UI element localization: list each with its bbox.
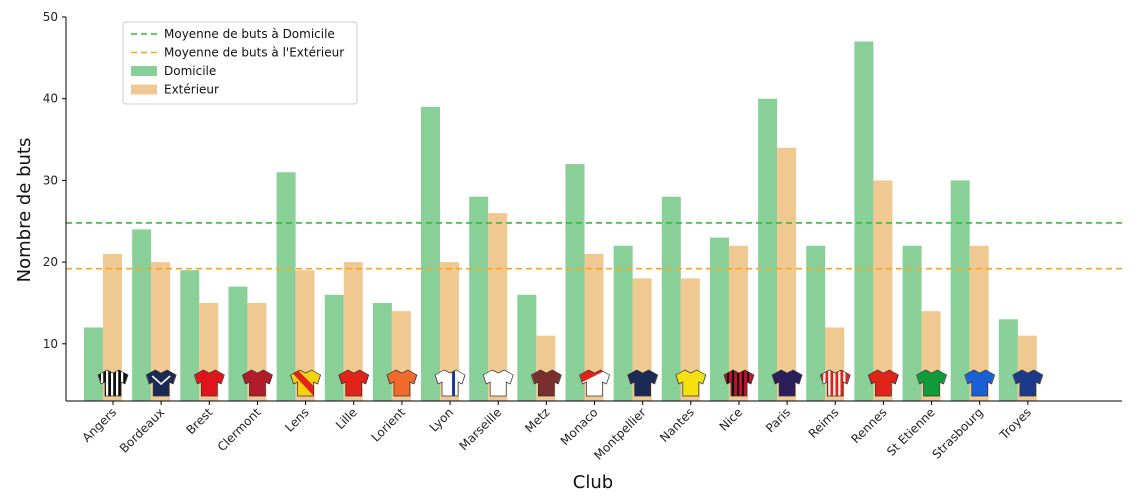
bar-domicile-nantes [661, 196, 681, 401]
x-tick-label: Reims [806, 405, 842, 441]
x-tick-label: Montpellier [591, 405, 649, 463]
legend-entry-label: Moyenne de buts à l'Extérieur [164, 46, 344, 60]
jersey-icon-troyes [1012, 369, 1044, 397]
x-tick-label: Metz [522, 405, 552, 435]
x-tick-label: Lyon [427, 405, 456, 434]
x-tick-label: Nantes [657, 405, 697, 445]
x-tick-label: Brest [183, 405, 215, 437]
jersey-icon-strasbourg [964, 369, 996, 397]
legend-box [122, 21, 358, 105]
y-tick-label: 10 [43, 337, 58, 351]
x-axis-title: Club [573, 472, 613, 493]
x-tick-label: Nice [717, 405, 745, 433]
bar-domicile-troyes [998, 319, 1018, 401]
x-tick-label: Monaco [558, 405, 601, 448]
bar-exterieur-nice [728, 245, 748, 401]
bar-domicile-lille [324, 294, 344, 401]
bar-domicile-lens [276, 172, 296, 401]
jersey-icon-lille [338, 369, 370, 397]
jersey-icon-rennes [867, 369, 899, 397]
bar-domicile-clermont [228, 286, 248, 401]
bar-domicile-strasbourg [950, 180, 970, 401]
bar-exterieur-marseille [488, 213, 508, 401]
bar-domicile-angers [84, 327, 103, 401]
x-tick-label: Strasbourg [929, 405, 985, 461]
x-tick-label: Rennes [848, 405, 889, 446]
x-tick-label: Lens [282, 405, 311, 434]
legend-entry-label: Moyenne de buts à Domicile [164, 27, 335, 41]
legend-swatch [131, 84, 157, 95]
y-tick-label: 20 [43, 255, 58, 269]
bar-exterieur-monaco [584, 253, 604, 401]
bar-domicile-rennes [854, 41, 874, 401]
legend: Moyenne de buts à Domicile Moyenne de but… [122, 21, 358, 105]
bar-exterieur-lille [343, 262, 363, 401]
jersey-icon-marseille [482, 369, 514, 397]
bar-exterieur-bordeaux [151, 262, 171, 401]
jersey-icon-metz [530, 369, 562, 397]
jersey-icon-montpellier [627, 369, 659, 397]
jersey-icon-lyon [434, 369, 466, 397]
bar-exterieur-paris [777, 147, 797, 401]
bar-domicile-montpellier [613, 245, 633, 401]
jersey-icon-lorient [386, 369, 418, 397]
jersey-icon-st-etienne [916, 369, 947, 397]
y-tick-label: 30 [43, 173, 58, 187]
x-tick-label: Clermont [215, 405, 264, 454]
y-tick-label: 50 [43, 10, 58, 24]
jersey-icon-lens [290, 369, 322, 397]
x-tick-label: Bordeaux [117, 405, 167, 455]
bar-domicile-lorient [372, 302, 392, 401]
reference-lines-layer [66, 222, 1122, 270]
jersey-icon-brest [193, 369, 225, 397]
bar-domicile-reims [806, 245, 826, 401]
bar-domicile-st-etienne [902, 245, 922, 401]
legend-entry-label: Domicile [164, 64, 216, 78]
bar-domicile-marseille [469, 196, 489, 401]
bar-exterieur-lens [295, 270, 315, 401]
jerseys-layer [97, 369, 1044, 397]
bar-domicile-bordeaux [132, 229, 152, 401]
x-tick-label: Marseille [456, 405, 504, 453]
jersey-icon-monaco [579, 369, 610, 397]
x-tick-label: Lorient [369, 405, 409, 445]
x-tick-label: Angers [80, 405, 120, 445]
bar-domicile-lyon [421, 106, 441, 401]
bar-domicile-paris [758, 98, 778, 402]
y-ticks-layer: 10 20 30 40 50 [43, 10, 66, 351]
jersey-icon-reims [819, 369, 851, 397]
x-tick-label: Paris [763, 405, 793, 435]
bar-domicile-monaco [565, 164, 585, 401]
bar-exterieur-lyon [440, 262, 460, 401]
bar-exterieur-strasbourg [969, 245, 989, 401]
legend-swatch [131, 66, 157, 76]
jersey-icon-clermont [242, 369, 273, 397]
x-tick-label: Troyes [996, 405, 1034, 443]
jersey-icon-nantes [675, 369, 707, 397]
bar-domicile-nice [709, 237, 729, 401]
jersey-icon-paris [771, 369, 803, 397]
jersey-icon-bordeaux [145, 369, 177, 397]
x-tick-label: Lille [333, 405, 360, 432]
y-tick-label: 40 [43, 92, 58, 106]
legend-entry-label: Extérieur [164, 83, 219, 97]
bar-domicile-brest [180, 270, 200, 401]
y-axis-title: Nombre de buts [14, 138, 35, 283]
bar-exterieur-rennes [873, 180, 893, 401]
bar-exterieur-angers [103, 253, 122, 401]
bar-domicile-metz [517, 294, 537, 401]
